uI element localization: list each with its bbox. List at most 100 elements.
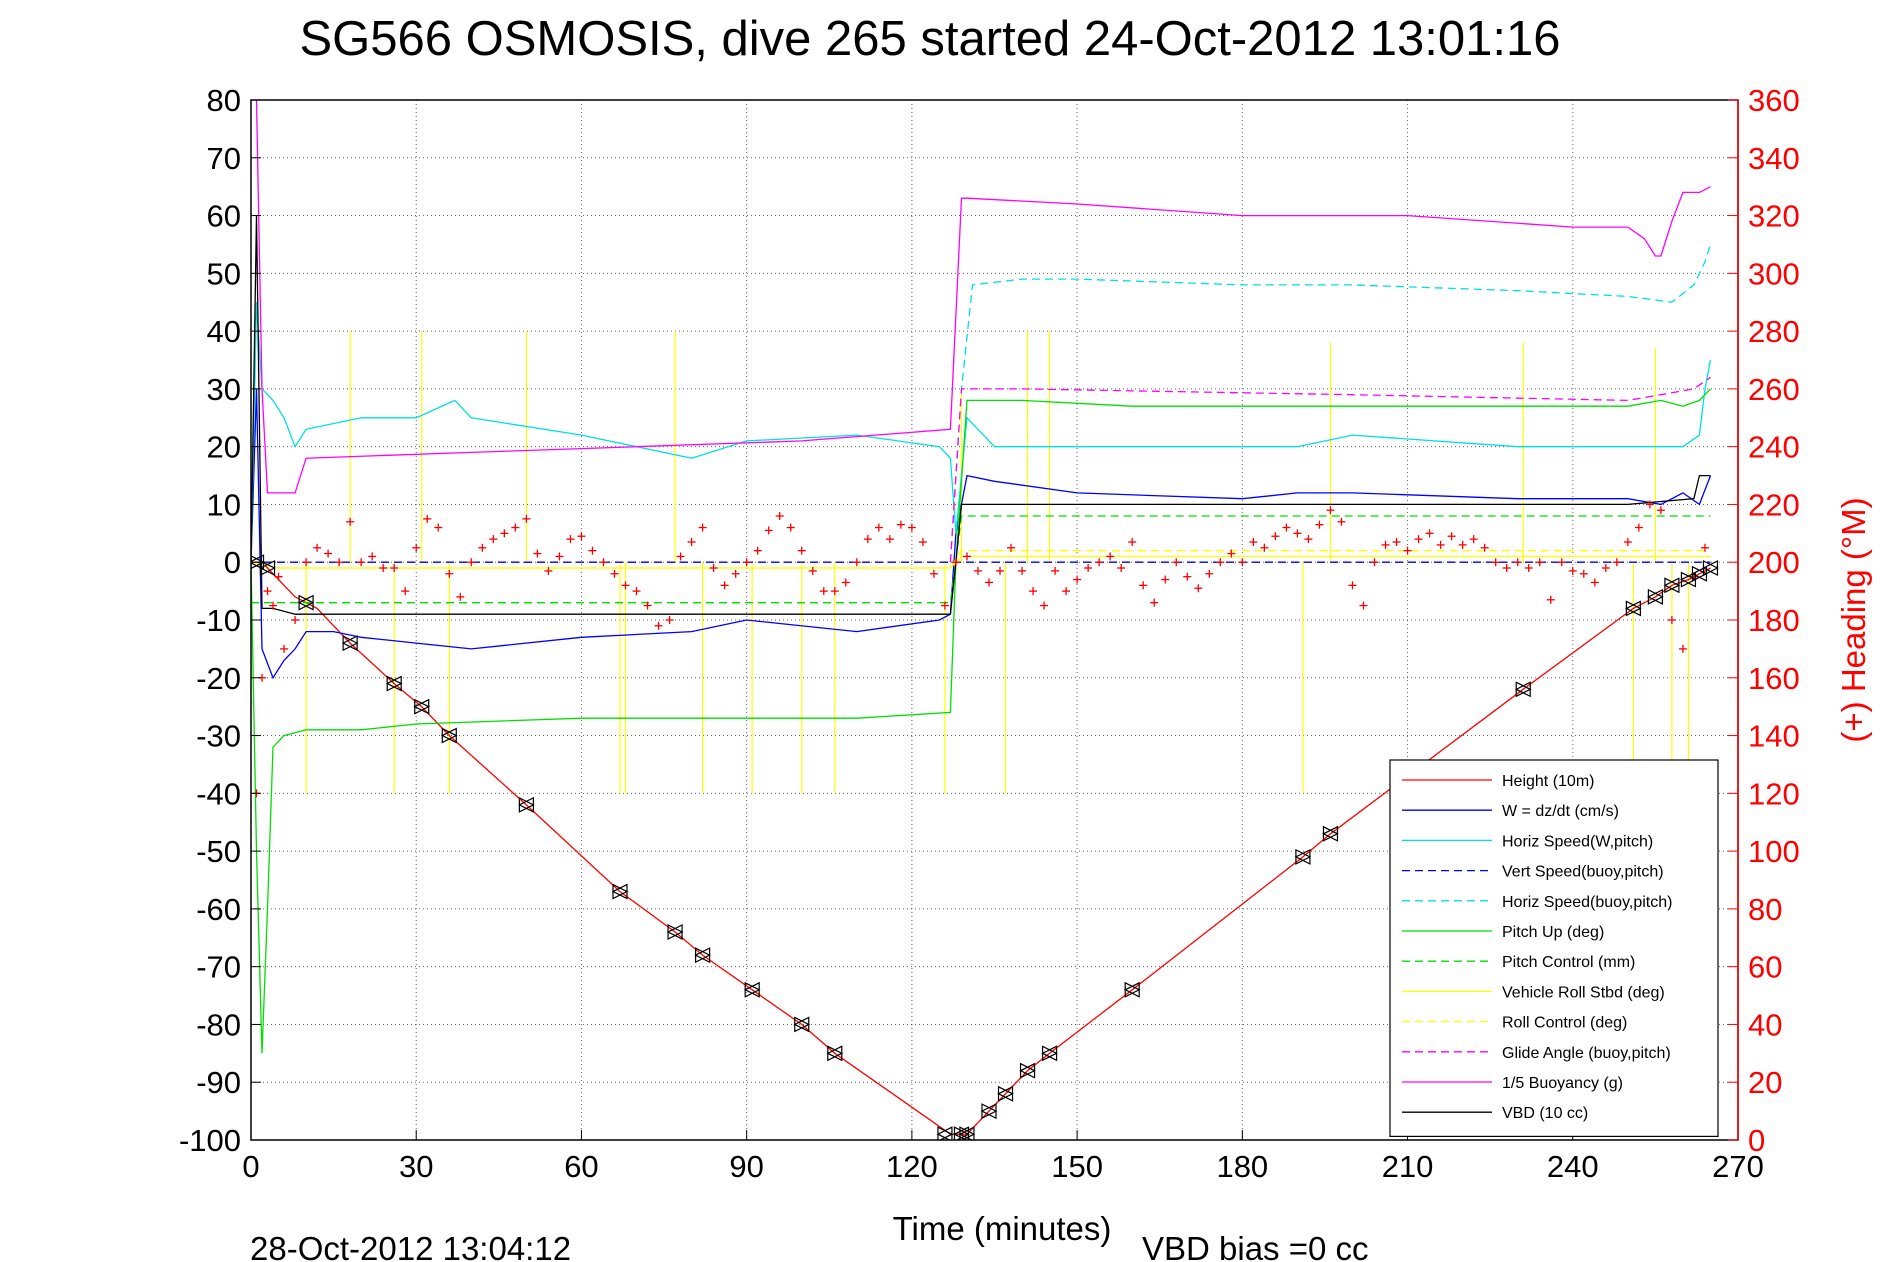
heading-point <box>511 523 520 532</box>
heading-point <box>544 566 553 575</box>
heading-point <box>1480 543 1489 552</box>
event-marker-left <box>1625 600 1641 617</box>
series-line <box>251 215 1711 615</box>
heading-point <box>1634 523 1643 532</box>
event-marker-left <box>440 727 457 744</box>
y-tick-label: 20 <box>207 430 241 465</box>
heading-point <box>1304 535 1313 544</box>
y-tick-label: -30 <box>196 719 241 754</box>
heading-point <box>1172 558 1181 567</box>
event-marker <box>1702 560 1719 576</box>
legend-label: VBD (10 cc) <box>1502 1105 1588 1122</box>
event-marker-left <box>1663 577 1680 594</box>
y-tick-label: 30 <box>207 372 241 407</box>
heading-point <box>1524 564 1533 572</box>
event-marker-left <box>611 883 628 900</box>
heading-point <box>687 538 696 546</box>
event-marker-left <box>1041 1045 1058 1062</box>
heading-point <box>263 587 272 596</box>
heading-point <box>1656 506 1665 515</box>
heading-point <box>1469 535 1478 544</box>
heading-point <box>918 538 927 546</box>
heading-point <box>951 558 960 567</box>
y-tick-label: -80 <box>196 1007 241 1042</box>
heading-point <box>907 523 916 532</box>
heading-point <box>610 569 619 578</box>
heading-point <box>1073 575 1082 584</box>
heading-point <box>335 558 344 567</box>
heading-point <box>742 558 751 567</box>
event-marker-left <box>259 560 276 576</box>
heading-point <box>280 644 289 653</box>
y-tick-label: 70 <box>207 141 241 176</box>
heading-point <box>852 558 861 567</box>
heading-point <box>709 564 718 572</box>
legend-label: W = dz/dt (cm/s) <box>1502 803 1619 820</box>
y2-axis-label: (+) Heading (°M) <box>1835 497 1872 742</box>
event-marker <box>666 924 684 940</box>
event-marker <box>1041 1045 1058 1062</box>
legend-label: Horiz Speed(buoy,pitch) <box>1502 894 1672 911</box>
heading-point <box>1513 558 1522 567</box>
y-axis-right: 0 20 40 60 80 100 120 140 160 180 200 220 240 260 280 3… <box>1728 83 1800 1158</box>
y2-tick-label: 300 <box>1748 256 1800 291</box>
event-marker <box>1647 588 1664 605</box>
heading-point <box>1491 558 1500 567</box>
heading-point <box>1106 552 1115 561</box>
heading-point <box>588 546 597 555</box>
heading-point <box>379 564 388 572</box>
heading-point <box>1392 538 1401 546</box>
heading-point <box>346 517 355 526</box>
heading-point <box>863 535 872 544</box>
heading-point <box>1348 581 1357 590</box>
event-marker <box>413 698 431 715</box>
y2-tick-label: 0 <box>1748 1123 1765 1158</box>
plot-area <box>251 100 1719 1140</box>
heading-point <box>676 552 685 561</box>
heading-point <box>1579 569 1588 578</box>
series-line <box>251 515 1711 604</box>
event-marker <box>259 560 276 576</box>
heading-point <box>357 558 366 567</box>
heading-point <box>874 523 883 532</box>
y2-tick-label: 60 <box>1748 950 1782 985</box>
heading-point <box>731 569 740 578</box>
heading-point <box>698 523 707 532</box>
event-marker-left <box>1647 588 1663 605</box>
event-marker <box>341 635 359 652</box>
heading-point <box>1447 532 1456 541</box>
heading-point <box>566 535 575 544</box>
heading-point <box>841 578 850 587</box>
series-line <box>251 302 1712 563</box>
heading-point <box>368 552 377 561</box>
heading-point <box>1084 564 1093 572</box>
legend-label: Roll Control (deg) <box>1502 1015 1627 1032</box>
heading-point <box>302 558 311 567</box>
heading-point <box>984 578 993 587</box>
event-marker <box>385 675 403 692</box>
y2-tick-label: 80 <box>1748 892 1782 927</box>
y2-tick-label: 260 <box>1748 372 1800 407</box>
event-marker <box>1322 825 1339 842</box>
event-marker <box>1294 848 1312 865</box>
heading-point <box>1590 578 1599 587</box>
heading-point <box>1337 517 1346 526</box>
event-marker <box>611 883 629 900</box>
event-marker-left <box>413 698 430 715</box>
x-tick-label: 90 <box>729 1149 763 1184</box>
heading-point <box>1546 595 1555 604</box>
y2-tick-label: 360 <box>1748 83 1800 118</box>
event-marker-left <box>297 594 314 611</box>
heading-point <box>940 601 949 610</box>
heading-point <box>434 523 443 532</box>
heading-point <box>973 566 982 575</box>
event-marker-left <box>1019 1062 1036 1079</box>
heading-point <box>1205 569 1214 578</box>
heading-point <box>401 587 410 596</box>
event-marker-left <box>518 796 534 813</box>
heading-point <box>1623 538 1632 546</box>
heading-point <box>797 546 806 555</box>
heading-point <box>1282 523 1291 532</box>
event-marker <box>297 594 315 611</box>
y2-tick-label: 100 <box>1748 834 1800 869</box>
